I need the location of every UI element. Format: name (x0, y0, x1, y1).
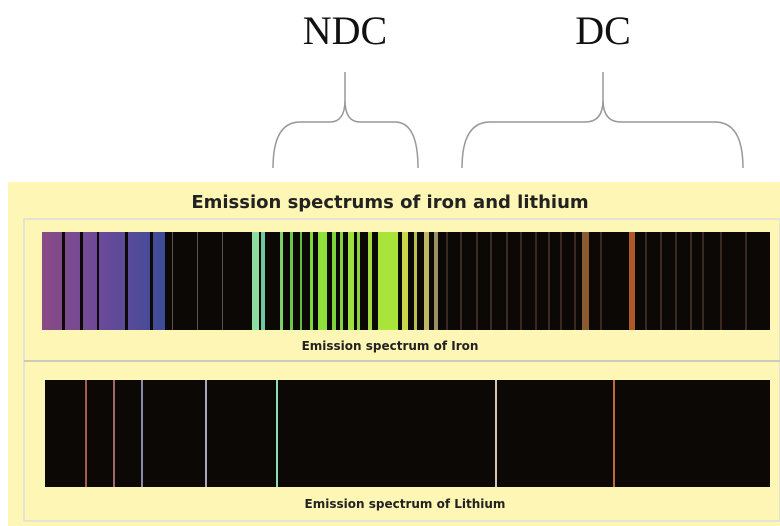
page: {"annotations": {"left_label": "NDC", "r… (0, 0, 780, 526)
figure-title: Emission spectrums of iron and lithium (191, 192, 588, 213)
lithium-spectrum (45, 380, 770, 487)
dc-brace (462, 72, 743, 168)
dc-label: DC (575, 8, 631, 53)
iron-spectrum (42, 232, 770, 330)
ndc-label: NDC (303, 8, 387, 53)
diagram: NDC DC Emission spectrums of iron and li… (0, 0, 780, 526)
ndc-brace (273, 72, 418, 168)
iron-caption: Emission spectrum of Iron (302, 339, 479, 353)
lithium-caption: Emission spectrum of Lithium (305, 497, 506, 511)
